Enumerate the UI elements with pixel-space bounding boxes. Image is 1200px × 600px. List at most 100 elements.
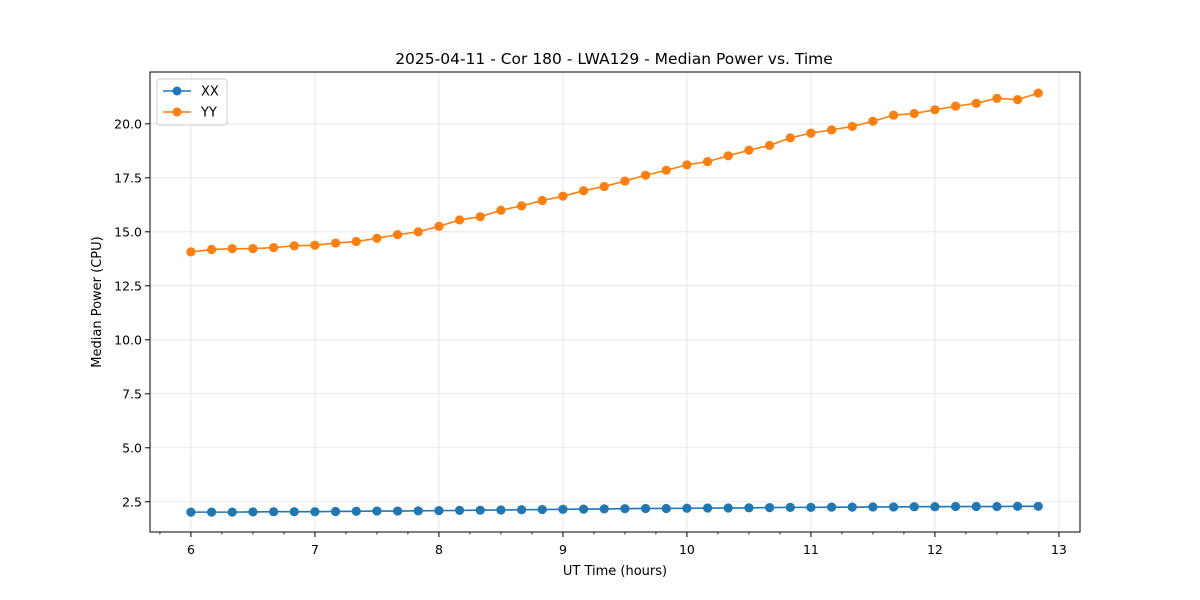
data-point-xx [268,507,279,517]
x-tick-label: 10 [679,542,695,557]
data-point-yy [558,191,568,201]
data-point-xx [868,502,878,512]
data-point-yy [971,98,981,108]
data-point-xx [475,505,485,515]
y-tick-label: 5.0 [122,440,142,455]
data-point-xx [971,501,981,512]
data-point-xx [950,501,961,512]
data-point-yy [682,160,692,170]
data-point-xx [206,507,217,517]
data-point-yy [826,125,837,135]
data-point-xx [372,506,382,516]
data-point-yy [785,133,795,143]
y-tick-label: 2.5 [122,494,142,509]
data-point-xx [888,502,899,512]
data-point-xx [620,504,630,514]
data-point-yy [330,238,341,248]
chart-title: 2025-04-11 - Cor 180 - LWA129 - Median P… [395,50,833,68]
data-point-yy [578,186,589,196]
data-point-xx [992,501,1002,512]
data-point-xx [682,503,692,513]
legend-label-yy: YY [200,106,217,121]
legend-marker-yy [172,107,182,117]
data-point-xx [248,507,258,517]
data-point-yy [227,244,237,254]
data-point-yy [1033,88,1043,98]
data-point-xx [806,502,816,512]
axes-ticks: 6 7 8 9 10 11 12 13 2.5 5.0 7.5 10.0 12.5 15.0 17.5 20.… [114,116,1067,557]
data-point-xx [826,502,837,512]
data-point-xx [454,505,465,515]
data-point-yy [992,93,1002,103]
series-xx [186,501,1043,517]
y-tick-label: 15.0 [114,224,142,239]
data-point-yy [950,101,961,111]
data-point-xx [661,503,671,514]
y-tick-label: 7.5 [122,386,142,401]
data-point-yy [744,145,754,155]
data-point-xx [1012,501,1023,511]
data-point-yy [372,233,382,243]
y-tick-label: 17.5 [114,170,142,185]
data-point-yy [640,170,651,180]
data-point-yy [661,165,671,175]
legend-label-xx: XX [201,85,219,100]
data-point-yy [496,205,506,215]
data-point-xx [578,504,589,514]
x-tick-label: 11 [803,542,819,557]
x-tick-label: 6 [187,542,195,557]
data-point-xx [496,505,506,515]
data-point-yy [248,244,258,254]
x-tick-label: 9 [559,542,567,557]
x-tick-label: 12 [927,542,943,557]
x-tick-label: 8 [435,542,443,557]
data-point-xx [702,503,713,513]
y-tick-label: 20.0 [114,116,142,131]
data-point-yy [289,241,299,251]
data-point-xx [310,507,320,517]
data-point-xx [744,503,754,513]
legend: XX YY [156,78,228,126]
data-point-yy [351,236,361,247]
data-point-yy [868,116,878,126]
data-point-xx [434,506,444,516]
data-point-xx [785,502,795,512]
series-yy [186,88,1043,257]
data-point-xx [599,504,609,514]
data-point-xx [413,506,423,516]
data-point-yy [310,240,320,250]
grid [150,72,1080,532]
series-layer [186,88,1043,517]
data-point-yy [434,221,444,232]
data-point-yy [930,105,940,115]
data-point-yy [516,201,527,211]
data-point-xx [764,503,775,513]
data-point-xx [330,506,341,517]
data-point-xx [930,502,940,512]
y-tick-label: 12.5 [114,278,142,293]
data-point-xx [516,505,527,515]
data-point-yy [599,181,609,192]
data-point-yy [475,212,485,222]
data-point-yy [413,227,423,237]
data-point-yy [764,140,775,151]
data-point-yy [537,195,547,206]
x-axis-label: UT Time (hours) [563,564,667,579]
y-tick-label: 10.0 [114,332,142,347]
data-point-xx [909,502,919,512]
data-point-xx [847,502,857,512]
legend-marker-xx [172,86,182,96]
data-point-yy [1012,95,1023,105]
data-point-xx [289,507,299,517]
data-point-yy [206,244,217,255]
data-point-yy [268,242,279,253]
data-point-xx [351,506,361,516]
data-point-yy [620,176,630,186]
data-point-yy [702,157,713,167]
plot-frame [149,71,1081,533]
x-tick-label: 7 [311,542,319,557]
data-point-xx [1033,501,1043,511]
data-point-yy [847,121,857,132]
data-point-xx [640,503,651,514]
